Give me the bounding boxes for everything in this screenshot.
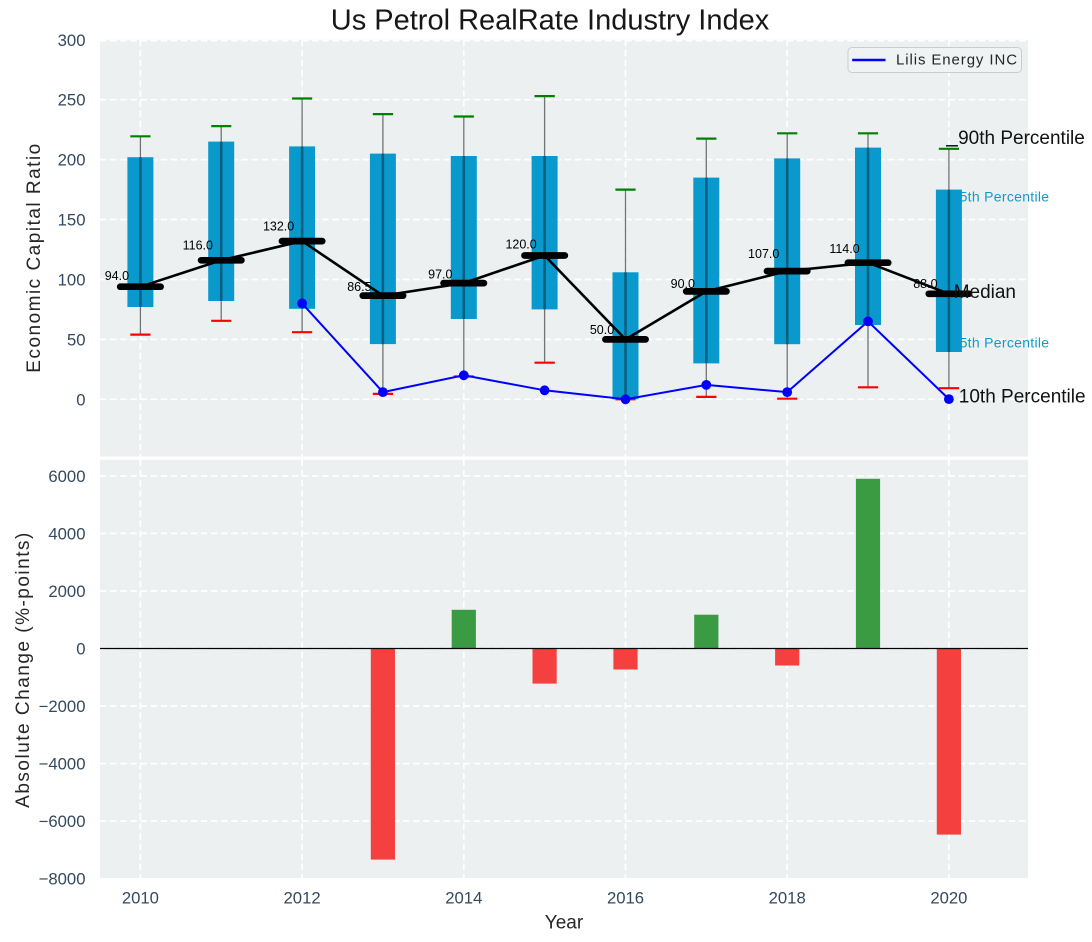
svg-text:0: 0 xyxy=(76,390,85,409)
svg-text:116.0: 116.0 xyxy=(183,239,213,253)
svg-text:97.0: 97.0 xyxy=(428,268,452,282)
svg-text:−6000: −6000 xyxy=(39,812,86,831)
svg-text:100: 100 xyxy=(58,271,86,290)
svg-text:10th Percentile: 10th Percentile xyxy=(959,387,1086,408)
svg-text:200: 200 xyxy=(58,151,86,170)
svg-text:Absolute Change (%-points): Absolute Change (%-points) xyxy=(13,531,34,808)
svg-text:2000: 2000 xyxy=(48,582,85,601)
svg-text:114.0: 114.0 xyxy=(829,242,859,256)
svg-text:2014: 2014 xyxy=(445,889,482,908)
svg-text:107.0: 107.0 xyxy=(748,247,779,261)
svg-text:2010: 2010 xyxy=(122,889,159,908)
svg-text:250: 250 xyxy=(58,91,86,110)
svg-text:Year: Year xyxy=(545,913,584,934)
svg-text:Lilis Energy INC: Lilis Energy INC xyxy=(896,52,1018,69)
svg-text:120.0: 120.0 xyxy=(505,238,536,252)
svg-text:75th Percentile: 75th Percentile xyxy=(952,189,1050,205)
svg-text:Median: Median xyxy=(954,282,1016,303)
svg-text:2012: 2012 xyxy=(284,889,321,908)
svg-text:90th Percentile: 90th Percentile xyxy=(958,128,1085,149)
svg-text:300: 300 xyxy=(58,31,86,50)
svg-text:6000: 6000 xyxy=(48,467,85,486)
svg-text:0: 0 xyxy=(76,640,85,659)
svg-text:86.5: 86.5 xyxy=(347,280,371,294)
svg-text:50: 50 xyxy=(67,330,86,349)
svg-text:−2000: −2000 xyxy=(39,697,86,716)
svg-text:4000: 4000 xyxy=(48,524,85,543)
svg-text:2018: 2018 xyxy=(769,889,806,908)
svg-text:2016: 2016 xyxy=(607,889,644,908)
svg-text:88.0: 88.0 xyxy=(913,277,937,291)
svg-text:−8000: −8000 xyxy=(39,870,86,889)
svg-text:150: 150 xyxy=(58,211,86,230)
svg-text:Us Petrol RealRate Industry In: Us Petrol RealRate Industry Index xyxy=(331,5,770,37)
svg-text:−4000: −4000 xyxy=(39,755,86,774)
svg-text:90.0: 90.0 xyxy=(671,277,695,291)
svg-text:Economic Capital Ratio: Economic Capital Ratio xyxy=(24,142,45,372)
svg-text:50.0: 50.0 xyxy=(590,323,614,337)
svg-text:132.0: 132.0 xyxy=(263,220,294,234)
svg-text:2020: 2020 xyxy=(930,889,967,908)
svg-text:25th Percentile: 25th Percentile xyxy=(952,335,1050,351)
svg-text:94.0: 94.0 xyxy=(105,269,129,283)
